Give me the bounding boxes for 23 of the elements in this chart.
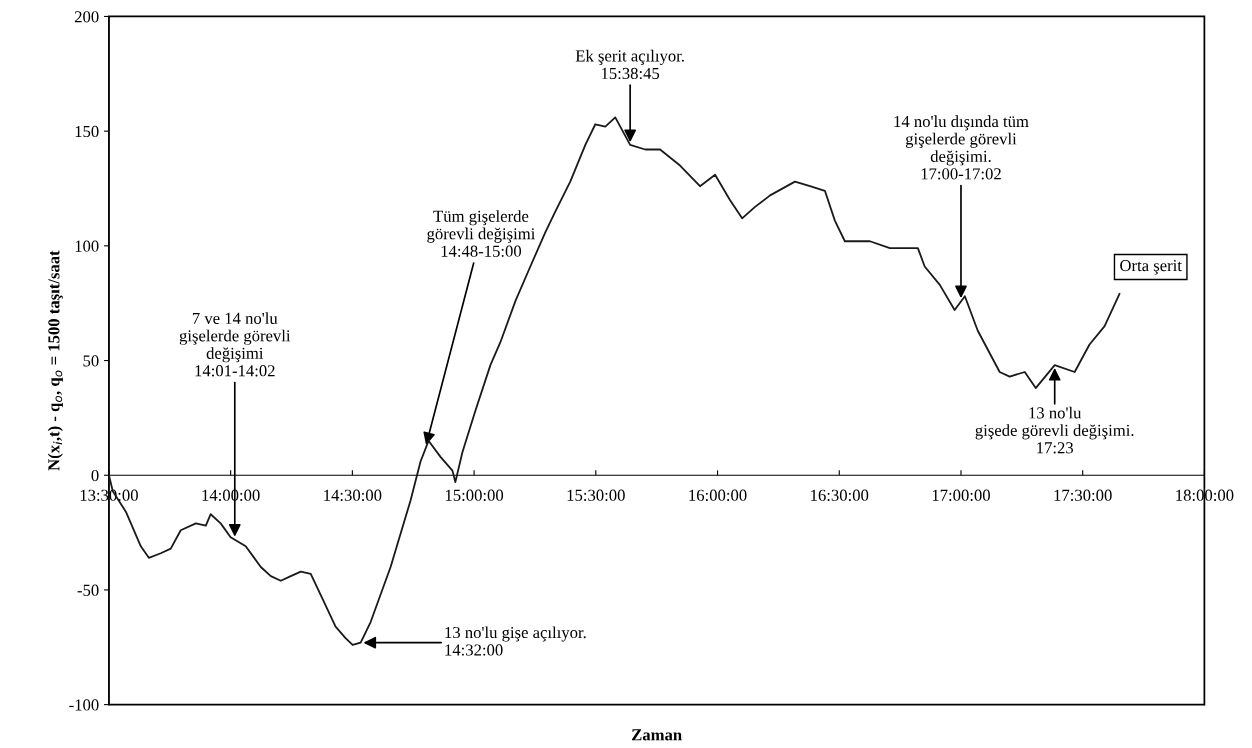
y-tick-label: 50 xyxy=(83,355,99,367)
annotation: Tüm gişelerde görevli değişimi 14:48-15:00 xyxy=(427,210,536,257)
x-tick-label: 14:30:00 xyxy=(324,489,382,501)
x-tick-label: 15:30:00 xyxy=(567,489,625,501)
annotation: 13 no'lu gişe açılıyor. 14:32:00 xyxy=(445,626,586,656)
annotation: 14 no'lu dışında tüm gişelerde görevli değişimi. 17:00-17:02 xyxy=(894,115,1029,180)
series-label: Orta şerit xyxy=(1120,259,1182,275)
y-tick-label: 100 xyxy=(75,240,99,252)
annotation: 7 ve 14 no'lu gişelerde görevli değişimi 14:01-14:02 xyxy=(179,312,291,377)
x-tick-label: 17:30:00 xyxy=(1054,489,1112,501)
y-tick-label: 200 xyxy=(74,11,99,23)
annotation: 13 no'lu gişede görevli değişimi. 17:23 xyxy=(975,406,1134,454)
x-tick-label: 17:00:00 xyxy=(932,489,990,501)
y-tick-label: -100 xyxy=(69,699,99,711)
x-tick-label: 15:00:00 xyxy=(445,489,504,501)
y-tick-label: 150 xyxy=(75,125,99,138)
y-tick-label: -50 xyxy=(77,584,99,596)
y-axis-title: N(x$_{i}$,t) - q$_{o}$, q$_{o}$ = 1500 taşıt/saat xyxy=(47,250,63,471)
x-tick-label: 16:00:00 xyxy=(689,489,747,501)
x-axis-title: Zaman xyxy=(632,729,682,741)
annotation: Ek şerit açılıyor. 15:38:45 xyxy=(575,49,684,80)
x-tick-label: 16:30:00 xyxy=(811,489,869,501)
y-tick-label: 0 xyxy=(91,469,99,482)
